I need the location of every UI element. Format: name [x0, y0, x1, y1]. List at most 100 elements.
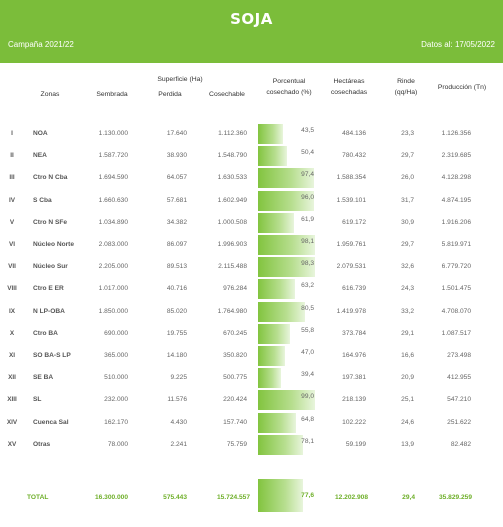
pct-bar-wrap: 50,4 [258, 146, 316, 167]
pct-bar-wrap: 97,4 [258, 168, 316, 189]
pct-value: 43,5 [301, 127, 314, 134]
zone-name: Cuenca Sal [33, 418, 69, 426]
rinde-value: 29,7 [401, 152, 414, 160]
pct-value: 99,0 [301, 393, 314, 401]
sembrada-value: 1.034.890 [98, 218, 128, 226]
sembrada-value: 2.083.000 [98, 241, 128, 248]
pct-value: 55,8 [301, 326, 314, 334]
column-header-perdida: Perdida [158, 91, 182, 98]
total-row: TOTAL 16.300.000 575.443 15.724.557 77,6… [0, 479, 503, 512]
table-row: IV S Cba 1.660.630 57.681 1.602.949 96,0 1.539… [0, 190, 503, 212]
pct-bar-wrap: 55,8 [258, 323, 316, 344]
pct-bar [258, 323, 291, 344]
cosechable-value: 350.820 [223, 352, 247, 359]
cosechable-value: 2.115.488 [218, 263, 247, 271]
table-row: XIII SL 232.000 11.576 220.424 99,0 218.139 25,… [0, 389, 503, 411]
sembrada-value: 1.850.000 [98, 307, 128, 315]
total-sembrada: 16.300.000 [94, 494, 128, 501]
perdida-value: 86.097 [166, 241, 187, 248]
sembrada-value: 1.587.720 [98, 152, 128, 160]
table-row: VIII Ctro E ER 1.017.000 40.716 976.284 63,2 6… [0, 278, 503, 300]
zone-number: II [10, 152, 14, 160]
total-cosechadas: 12.202.908 [334, 494, 368, 501]
perdida-value: 89.513 [166, 263, 187, 271]
sembrada-value: 510.000 [104, 374, 128, 382]
sembrada-value: 2.205.000 [98, 263, 128, 271]
produccion-value: 1.087.517 [441, 329, 471, 337]
rinde-value: 24,6 [401, 418, 414, 426]
pct-bar [258, 368, 281, 389]
zone-name: Ctro N SFe [33, 218, 68, 226]
pct-bar-wrap: 98,3 [258, 257, 316, 278]
pct-bar-wrap: 43,5 [258, 124, 316, 144]
zone-name: Ctro BA [33, 329, 58, 337]
rinde-value: 31,7 [401, 196, 414, 204]
sembrada-value: 78.000 [107, 440, 128, 448]
zone-number: VII [8, 263, 16, 271]
column-header-produccion: Producción (Tn) [437, 84, 487, 91]
pct-value: 78,1 [301, 437, 314, 445]
zone-name: Ctro E ER [33, 285, 64, 293]
zone-number: IV [8, 196, 16, 204]
zone-number: XIV [6, 418, 18, 426]
perdida-value: 11.576 [167, 396, 187, 404]
sembrada-value: 1.130.000 [98, 130, 128, 137]
column-header-hectareas-line2: cosechadas [330, 89, 368, 96]
pct-value: 39,4 [301, 371, 314, 379]
column-header-porcentual: Porcentual cosechado (%) [256, 76, 322, 98]
perdida-value: 57.681 [166, 196, 187, 204]
pct-bar-wrap: 80,5 [258, 301, 316, 322]
data-date-label: Datos al: 17/05/2022 [421, 40, 495, 49]
zone-number: VI [8, 241, 16, 248]
zone-number: XV [7, 440, 17, 448]
zone-name: NOA [33, 130, 48, 137]
pct-bar [258, 124, 284, 144]
pct-value: 47,0 [301, 349, 314, 356]
pct-bar [258, 257, 315, 278]
pct-value: 98,3 [301, 260, 314, 268]
column-header-hectareas-line1: Hectáreas [333, 78, 365, 85]
cosechadas-value: 2.079.531 [336, 263, 366, 271]
table-row: I NOA 1.130.000 17.640 1.112.360 43,5 484.136 2… [0, 123, 503, 145]
pct-bar-wrap: 98,1 [258, 235, 316, 255]
zone-number: VIII [7, 285, 17, 293]
cosechable-value: 1.764.980 [217, 307, 247, 315]
rinde-value: 29,7 [401, 241, 414, 248]
table-row: X Ctro BA 690.000 19.755 670.245 55,8 373.784 2… [0, 323, 503, 345]
zone-number: XII [8, 374, 16, 382]
pct-value: 80,5 [301, 304, 314, 312]
column-header-porcentual-line2: cosechado (%) [266, 89, 312, 96]
cosechable-value: 1.602.949 [217, 196, 247, 204]
rinde-value: 33,2 [401, 307, 414, 315]
cosechadas-value: 780.432 [342, 152, 366, 160]
produccion-value: 2.319.685 [441, 152, 471, 160]
pct-bar [258, 390, 316, 411]
produccion-value: 547.210 [447, 396, 471, 404]
pct-bar-wrap: 47,0 [258, 346, 316, 366]
rinde-value: 13,9 [401, 440, 414, 448]
cosechable-value: 75.759 [226, 440, 247, 448]
total-pct-value: 77,6 [301, 492, 314, 499]
zone-number: V [9, 218, 15, 226]
rinde-value: 23,3 [401, 130, 414, 137]
zone-name: Ctro N Cba [33, 174, 68, 182]
table-row: V Ctro N SFe 1.034.890 34.382 1.000.508 61,9 6… [0, 212, 503, 234]
cosechable-value: 157.740 [223, 418, 247, 426]
cosechadas-value: 59.199 [345, 440, 366, 448]
campaign-label: Campaña 2021/22 [8, 40, 74, 49]
cosechadas-value: 1.959.761 [336, 241, 366, 248]
rinde-value: 20,9 [401, 374, 414, 382]
table-row: III Ctro N Cba 1.694.590 64.057 1.630.533 97,… [0, 167, 503, 189]
pct-bar-wrap: 61,9 [258, 212, 316, 233]
column-header-rinde-line1: Rinde [397, 78, 415, 85]
perdida-value: 19.755 [166, 329, 187, 337]
produccion-value: 82.482 [450, 440, 471, 448]
produccion-value: 6.779.720 [441, 263, 471, 271]
pct-bar-wrap: 96,0 [258, 190, 316, 211]
pct-bar [258, 190, 314, 211]
zone-name: N LP-OBA [33, 307, 65, 315]
total-pct-bar-wrap: 77,6 [258, 479, 316, 512]
sembrada-value: 162.170 [104, 418, 128, 426]
rinde-value: 29,1 [401, 329, 414, 337]
cosechable-value: 1.000.508 [217, 218, 247, 226]
